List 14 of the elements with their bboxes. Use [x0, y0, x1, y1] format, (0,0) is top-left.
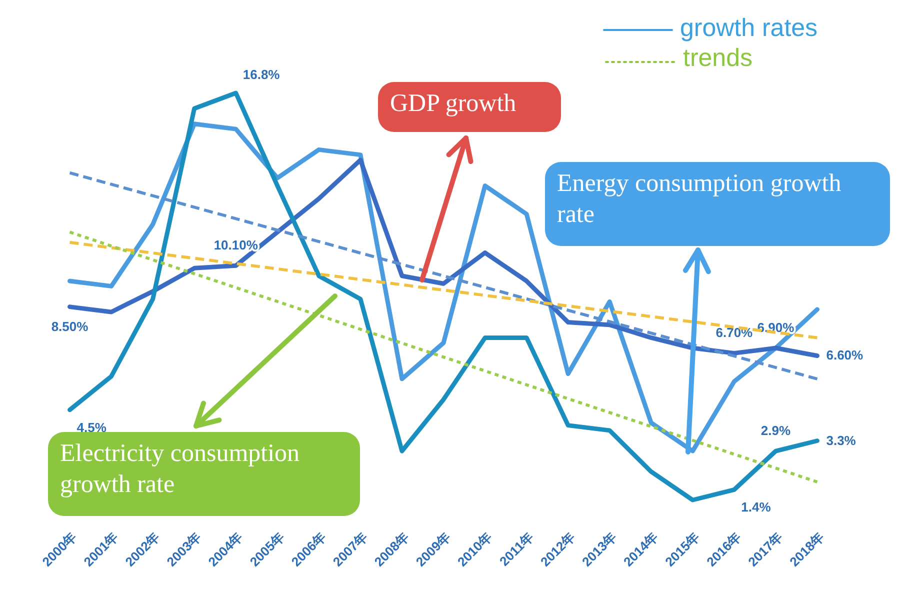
annotation: Electricity consumption growth rate	[60, 440, 300, 498]
data-label: 16.8%	[242, 67, 280, 82]
data-label: 8.50%	[51, 318, 89, 334]
data-label: 6.60%	[826, 348, 864, 363]
annotation: Energy consumption growth rate	[545, 162, 890, 246]
data-label: 2.9%	[760, 423, 791, 438]
data-label: 3.3%	[826, 432, 856, 448]
text: growth rates	[680, 14, 818, 43]
data-label: 10.10%	[214, 238, 258, 253]
data-label: 1.4%	[741, 500, 772, 515]
annotation: GDP growth	[378, 82, 561, 132]
data-label: 6.70%	[716, 325, 754, 340]
text: trends	[683, 44, 752, 73]
data-label: 4.5%	[76, 420, 107, 435]
